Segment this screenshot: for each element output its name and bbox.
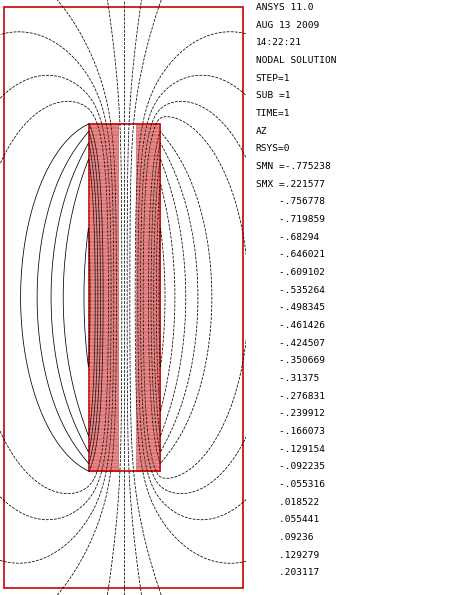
- Text: ANSYS 11.0: ANSYS 11.0: [255, 3, 313, 12]
- Bar: [136, 124, 160, 471]
- Text: TIME=1: TIME=1: [255, 109, 290, 118]
- Text: -.31375: -.31375: [255, 374, 319, 383]
- Text: .203117: .203117: [255, 568, 319, 578]
- Text: -.609102: -.609102: [255, 268, 325, 277]
- Text: -.68294: -.68294: [255, 233, 319, 242]
- Text: SMN =-.775238: SMN =-.775238: [255, 162, 330, 171]
- Text: -.719859: -.719859: [255, 215, 325, 224]
- Text: -.756778: -.756778: [255, 198, 325, 206]
- Text: -.424507: -.424507: [255, 339, 325, 347]
- Text: NODAL SOLUTION: NODAL SOLUTION: [255, 56, 336, 65]
- Text: SUB =1: SUB =1: [255, 92, 290, 101]
- Text: .018522: .018522: [255, 498, 319, 507]
- Text: -.055316: -.055316: [255, 480, 325, 489]
- Text: .09236: .09236: [255, 533, 313, 542]
- Bar: [89, 124, 118, 471]
- Text: -.092235: -.092235: [255, 462, 325, 471]
- Text: STEP=1: STEP=1: [255, 74, 290, 83]
- Text: 14:22:21: 14:22:21: [255, 38, 301, 48]
- Text: -.350669: -.350669: [255, 356, 325, 365]
- Text: -.535264: -.535264: [255, 286, 325, 295]
- Text: -.276831: -.276831: [255, 392, 325, 401]
- Text: -.498345: -.498345: [255, 303, 325, 312]
- Text: -.461426: -.461426: [255, 321, 325, 330]
- Text: AZ: AZ: [255, 127, 267, 136]
- Text: -.239912: -.239912: [255, 409, 325, 418]
- Text: RSYS=0: RSYS=0: [255, 145, 290, 154]
- Text: -.166073: -.166073: [255, 427, 325, 436]
- Text: -.646021: -.646021: [255, 250, 325, 259]
- Text: .055441: .055441: [255, 515, 319, 524]
- Bar: [89, 124, 160, 471]
- Text: .129279: .129279: [255, 551, 319, 560]
- Text: SMX =.221577: SMX =.221577: [255, 180, 325, 189]
- Text: AUG 13 2009: AUG 13 2009: [255, 21, 319, 30]
- Text: -.129154: -.129154: [255, 445, 325, 454]
